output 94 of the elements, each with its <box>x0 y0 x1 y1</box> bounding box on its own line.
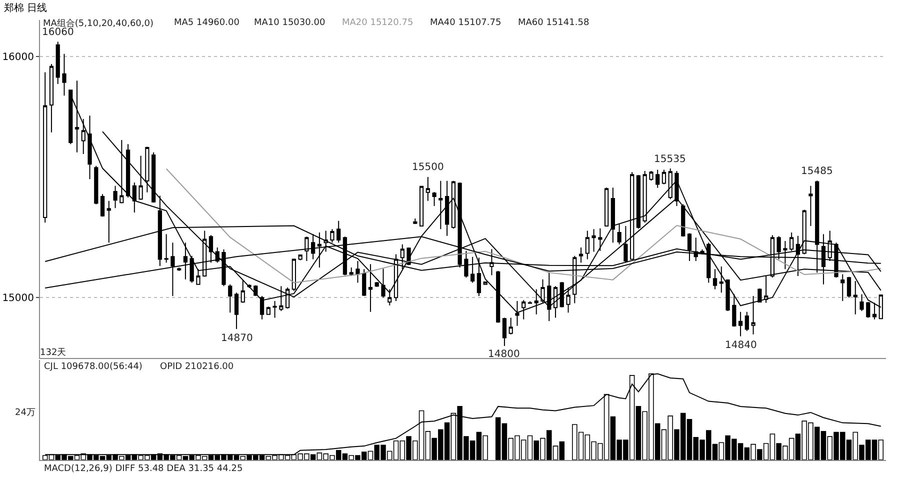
annotation: MA5 14960.00 <box>174 18 240 28</box>
candlestick <box>138 155 143 200</box>
y-tick-label: 16000 <box>2 52 34 63</box>
candlestick <box>62 53 66 96</box>
candlestick <box>266 306 270 315</box>
candlestick <box>132 182 136 213</box>
candlestick <box>668 168 672 200</box>
candlestick <box>356 260 360 284</box>
candlestick <box>808 185 813 226</box>
candlestick <box>88 115 92 180</box>
annotation: 14870 <box>221 333 253 344</box>
candlestick <box>432 191 436 206</box>
candlestick <box>413 218 418 225</box>
candlestick <box>592 228 596 252</box>
candlestick <box>483 281 488 286</box>
candlestick <box>636 174 641 230</box>
annotation: 14840 <box>725 340 757 351</box>
candlestick <box>840 274 845 302</box>
candlestick <box>738 311 743 337</box>
candlestick <box>43 72 48 224</box>
candlestick <box>272 300 277 318</box>
candlestick <box>764 275 768 304</box>
candlestick <box>681 204 686 238</box>
y-tick-label: 15000 <box>2 293 34 304</box>
candlestick <box>758 288 762 304</box>
candlestick <box>145 146 150 193</box>
candlestick <box>656 169 660 188</box>
annotation: 14800 <box>488 349 520 360</box>
candlestick <box>56 41 60 85</box>
text: MACD(12,26,9) DIFF 53.48 DEA 31.35 44.25 <box>44 464 243 474</box>
annotation: MA10 15030.00 <box>254 18 326 28</box>
candlestick <box>712 268 718 290</box>
candlestick <box>196 268 200 286</box>
candlestick <box>846 276 852 298</box>
candlestick <box>49 64 54 133</box>
candlestick <box>183 242 188 280</box>
candlestick <box>444 180 450 236</box>
candlestick <box>419 186 424 227</box>
text: OPID 210216.00 <box>160 362 234 372</box>
annotation: 15485 <box>801 166 833 177</box>
text: 24万 <box>15 408 36 418</box>
candlestick <box>388 288 392 306</box>
candlestick <box>374 281 379 288</box>
candlestick <box>674 170 679 206</box>
candlestick <box>164 234 168 264</box>
candlestick <box>349 266 354 276</box>
candlestick <box>362 268 366 296</box>
candlestick <box>642 170 647 224</box>
annotation: MA40 15107.75 <box>430 18 502 28</box>
candlestick <box>228 284 232 314</box>
annotation: 15535 <box>654 154 686 165</box>
candlestick <box>113 185 118 209</box>
candlestick <box>381 268 386 298</box>
annotation: 15500 <box>412 162 444 173</box>
candlestick <box>177 266 182 272</box>
candlestick <box>719 266 724 294</box>
candlestick <box>438 180 443 230</box>
candlestick <box>610 187 615 244</box>
candlestick <box>502 317 507 346</box>
chart-title: 郑棉 日线 <box>4 2 48 14</box>
candlestick <box>152 152 156 204</box>
annotation: MA20 15120.75 <box>342 18 414 28</box>
candlestick <box>451 180 456 230</box>
candlestick <box>94 165 98 205</box>
candlestick <box>336 220 341 244</box>
candlestick <box>744 311 749 332</box>
annotation: 132天 <box>40 347 66 358</box>
candlestick <box>400 244 404 270</box>
candlestick <box>234 292 239 330</box>
candlestick <box>578 246 584 264</box>
candlestick <box>540 278 545 304</box>
candlestick <box>508 317 513 335</box>
candlestick <box>81 118 86 155</box>
candlestick <box>426 176 430 202</box>
candlestick <box>783 240 788 270</box>
candlestick <box>790 232 794 252</box>
candlestick <box>100 194 105 218</box>
candlestick <box>240 280 245 304</box>
candlestick <box>585 230 590 260</box>
candlestick <box>662 169 666 185</box>
candlestick <box>598 228 602 252</box>
candlestick <box>120 140 124 204</box>
annotation: MA60 15141.58 <box>518 18 590 28</box>
candlestick <box>860 294 864 312</box>
text: CJL 109678.00(56:44) <box>44 362 142 372</box>
annotation: MA组合(5,10,20,40,60,0) <box>43 18 154 29</box>
candlestick <box>292 258 296 292</box>
candlestick <box>604 187 609 227</box>
candlestick <box>330 228 334 244</box>
candlestick <box>298 254 302 261</box>
candlestick <box>617 224 622 245</box>
annotation: 16060 <box>42 27 74 38</box>
candlestick <box>126 144 130 198</box>
candlestick <box>649 170 654 182</box>
